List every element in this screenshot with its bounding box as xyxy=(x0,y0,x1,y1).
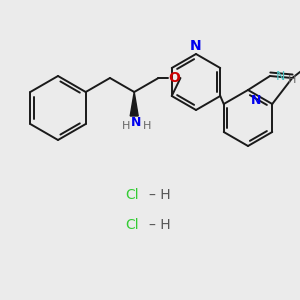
Text: N: N xyxy=(275,70,285,83)
Text: N: N xyxy=(190,39,202,53)
Text: – H: – H xyxy=(149,218,171,232)
Polygon shape xyxy=(130,92,138,116)
Text: – H: – H xyxy=(149,188,171,202)
Text: H: H xyxy=(143,121,152,131)
Text: O: O xyxy=(169,71,180,85)
Text: H: H xyxy=(122,121,130,131)
Text: Cl: Cl xyxy=(125,218,139,232)
Text: H: H xyxy=(288,75,296,85)
Text: N: N xyxy=(251,94,261,106)
Text: Cl: Cl xyxy=(125,188,139,202)
Text: N: N xyxy=(131,116,141,128)
